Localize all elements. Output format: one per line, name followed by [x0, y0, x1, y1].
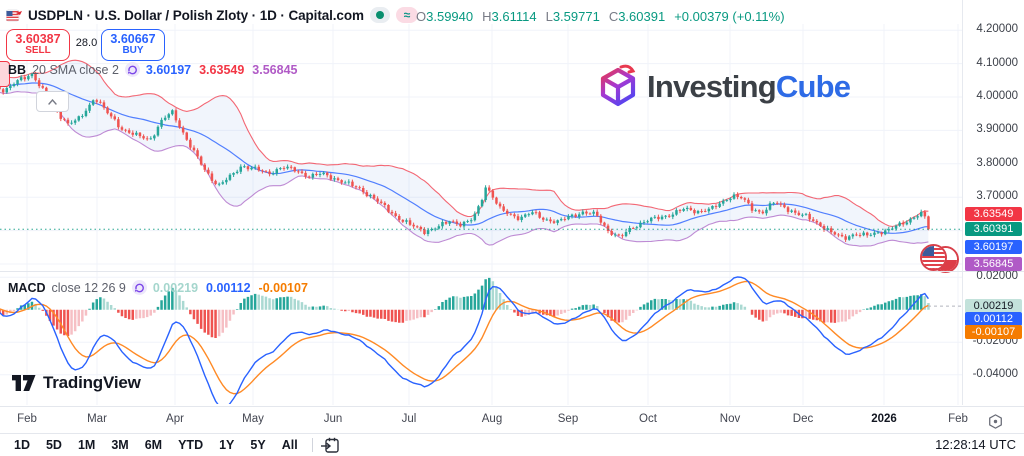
- ohlc-readout: O3.59940 H3.61114 L3.59771 C3.60391 +0.0037…: [416, 9, 785, 24]
- ohlc-item: O3.59940: [416, 9, 474, 24]
- instrument-flag-icon: [6, 8, 22, 23]
- approx-price-icon[interactable]: ≈: [395, 7, 418, 23]
- axis-tick-label: 4.20000: [976, 23, 1018, 36]
- axis-tick-label: 4.00000: [976, 90, 1018, 102]
- tradingview-mark-icon: [12, 375, 36, 391]
- clock-utc[interactable]: 12:28:14 UTC: [935, 437, 1016, 452]
- macd-badge: 0.00112: [965, 312, 1022, 327]
- us-flag-icon: [920, 244, 947, 271]
- axis-settings-gear-icon[interactable]: [985, 411, 1006, 432]
- investingcube-watermark: InvestingCube: [596, 64, 851, 110]
- spread-value: 28.0: [75, 37, 98, 49]
- sell-button[interactable]: 3.60387 SELL: [6, 29, 70, 61]
- bb-indicator-legend[interactable]: BB 20 SMA close 2 3.60197 3.63549 3.56845: [8, 62, 298, 77]
- indicator-loop-icon[interactable]: [124, 62, 140, 77]
- time-axis-label: Oct: [639, 413, 657, 425]
- ohlc-item: L3.59771: [545, 9, 600, 24]
- time-axis-label: Feb: [17, 413, 37, 425]
- range-button-3m[interactable]: 3M: [111, 438, 129, 452]
- axis-tick-label: -0.04000: [972, 367, 1018, 380]
- indicator-value: -0.00107: [258, 280, 308, 295]
- macd-indicator-legend[interactable]: MACD close 12 26 9 0.00219 0.00112 -0.0010…: [8, 280, 308, 295]
- investingcube-cube-icon: [600, 64, 636, 107]
- time-axis-label: Sep: [557, 413, 579, 425]
- price-change: +0.00379 (+0.11%): [674, 9, 785, 24]
- toolbar-divider: [311, 438, 313, 452]
- range-button-ytd[interactable]: YTD: [178, 438, 204, 452]
- chart-header: USDPLN · U.S. Dollar / Polish Zloty · 1D…: [6, 7, 418, 23]
- axis-tick-label: 3.90000: [976, 123, 1018, 136]
- price-badge: 3.60391: [965, 222, 1022, 237]
- price-badge: 3.56845: [965, 257, 1022, 272]
- axis-tick-label: 3.80000: [976, 156, 1018, 169]
- time-axis-label: Jun: [323, 413, 343, 425]
- currency-pair-flags-icon: [920, 244, 959, 273]
- time-axis-label: Dec: [792, 413, 814, 425]
- range-button-1d[interactable]: 1D: [14, 438, 30, 452]
- macd-badge: -0.00107: [965, 325, 1022, 340]
- price-badge: 3.63549: [965, 207, 1022, 222]
- ohlc-item: H3.61114: [482, 9, 537, 24]
- symbol-title: USDPLN · U.S. Dollar / Polish Zloty · 1D…: [28, 7, 364, 23]
- clipped-price-label: [0, 61, 10, 87]
- range-button-5y[interactable]: 5Y: [250, 438, 266, 452]
- range-button-all[interactable]: All: [281, 438, 298, 452]
- pane-separator[interactable]: [0, 271, 1024, 272]
- time-axis-label: Mar: [87, 413, 107, 425]
- time-axis-label: Nov: [719, 413, 741, 425]
- time-axis[interactable]: Feb Mar Apr May Jun Jul Aug Sep Oct Nov Dec 2026 Feb: [0, 406, 1024, 434]
- price-badge: 3.60197: [965, 240, 1022, 255]
- market-status-toggle[interactable]: [369, 7, 390, 23]
- go-to-date-button[interactable]: [320, 437, 340, 454]
- market-open-dot-icon: [375, 11, 384, 19]
- bottom-toolbar: 1D 5D 1M 3M 6M YTD 1Y 5Y All: [0, 433, 1024, 456]
- time-axis-label: Aug: [481, 413, 503, 425]
- time-axis-label: Apr: [166, 413, 184, 425]
- time-axis-label: Feb: [948, 413, 968, 425]
- time-axis-label: 2026: [871, 413, 897, 425]
- macd-badge: 0.00219: [965, 299, 1022, 314]
- price-axis[interactable]: 4.20000 4.10000 4.00000 3.90000 3.80000 3.700…: [962, 0, 1024, 405]
- ohlc-item: C3.60391: [608, 9, 666, 24]
- sell-price: 3.60387: [15, 32, 61, 47]
- axis-tick-label: 4.10000: [976, 56, 1018, 69]
- range-button-6m[interactable]: 6M: [144, 438, 163, 452]
- time-axis-label: Jul: [401, 413, 417, 425]
- buy-price: 3.60667: [110, 32, 156, 47]
- price-chart-canvas[interactable]: [0, 0, 962, 405]
- indicator-loop-icon[interactable]: [131, 280, 147, 295]
- range-button-1m[interactable]: 1M: [77, 438, 96, 452]
- indicator-value: 0.00112: [206, 280, 251, 295]
- pane-collapse-button[interactable]: [36, 91, 69, 112]
- time-axis-label: May: [242, 413, 264, 425]
- axis-tick-label: 0.02000: [976, 270, 1018, 283]
- range-button-1y[interactable]: 1Y: [219, 438, 235, 452]
- indicator-value: 0.00219: [152, 280, 199, 295]
- range-button-5d[interactable]: 5D: [45, 438, 62, 452]
- tradingview-logo[interactable]: TradingView: [12, 373, 141, 393]
- axis-tick-label: 3.70000: [976, 190, 1018, 203]
- indicator-value: 3.63549: [199, 62, 245, 77]
- indicator-value: 3.60197: [145, 62, 192, 77]
- indicator-value: 3.56845: [252, 62, 298, 77]
- buy-button[interactable]: 3.60667 BUY: [101, 29, 165, 61]
